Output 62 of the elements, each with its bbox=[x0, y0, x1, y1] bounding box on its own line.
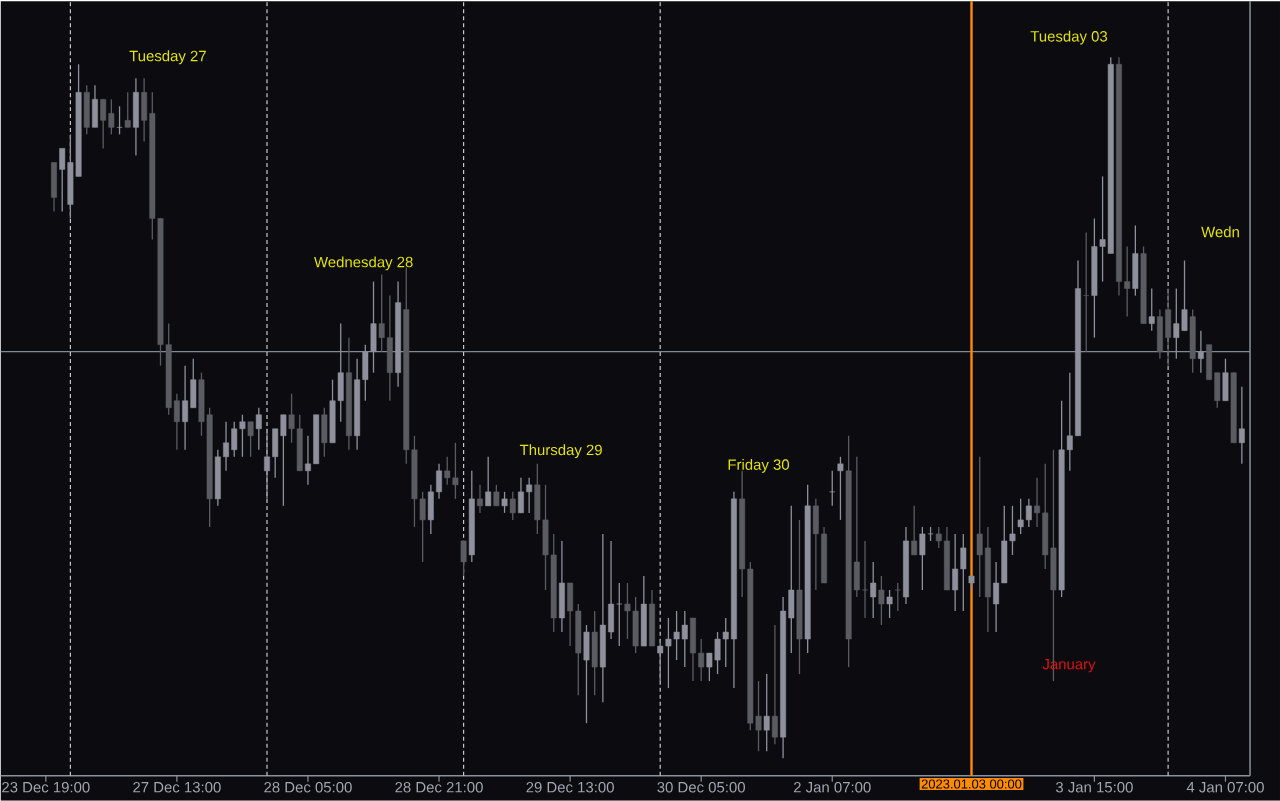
candlestick bbox=[878, 575, 885, 626]
candlestick bbox=[616, 582, 623, 647]
candlestick bbox=[493, 484, 500, 507]
candlestick bbox=[1034, 477, 1040, 528]
candlestick bbox=[1148, 288, 1155, 332]
candlestick bbox=[935, 526, 942, 549]
candlestick bbox=[911, 505, 918, 556]
candlestick bbox=[886, 589, 893, 619]
text: 2023.01.03 00:00 bbox=[921, 779, 1022, 789]
x-tick-label: 23 Dec 19:00 bbox=[2, 782, 90, 793]
x-tick-label: 28 Dec 21:00 bbox=[395, 782, 483, 793]
candlestick bbox=[771, 624, 778, 745]
candlestick bbox=[477, 484, 483, 514]
annotation: January bbox=[1042, 659, 1096, 673]
candlestick bbox=[1083, 231, 1090, 353]
candlestick bbox=[870, 561, 877, 619]
candlestick bbox=[485, 456, 492, 507]
candlestick bbox=[862, 540, 868, 619]
candlestick bbox=[124, 91, 131, 129]
candlestick bbox=[173, 393, 180, 451]
candlestick bbox=[509, 491, 516, 521]
candlestick bbox=[255, 407, 262, 451]
x-tick-label: 28 Dec 05:00 bbox=[264, 782, 352, 793]
candlestick bbox=[1025, 498, 1032, 528]
annotation: Wednesday 28 bbox=[314, 256, 413, 271]
candlestick bbox=[1124, 246, 1131, 318]
candlestick bbox=[1238, 386, 1245, 465]
candlestick bbox=[223, 421, 229, 472]
candlestick bbox=[436, 463, 442, 500]
candlestick bbox=[264, 428, 270, 500]
text: Tuesday 03 bbox=[1030, 30, 1108, 45]
candlestick bbox=[763, 673, 770, 752]
candlestick bbox=[116, 105, 123, 136]
candlestick bbox=[993, 561, 1000, 633]
candlestick bbox=[976, 456, 983, 598]
x-tick-label: 29 Dec 13:00 bbox=[526, 782, 614, 793]
annotation: Wedn bbox=[1201, 226, 1239, 238]
candlestick bbox=[837, 456, 844, 521]
candlestick bbox=[894, 582, 901, 612]
candlestick bbox=[829, 470, 836, 507]
x-tick-label: 30 Dec 05:00 bbox=[657, 782, 745, 793]
candlestick bbox=[952, 533, 959, 612]
candlestick bbox=[960, 533, 967, 612]
candlestick bbox=[182, 365, 189, 451]
x-tick-label: 27 Dec 13:00 bbox=[133, 782, 221, 793]
annotation: Tuesday 27 bbox=[129, 50, 206, 65]
candlestick bbox=[247, 421, 254, 458]
candlestick bbox=[518, 477, 524, 514]
candlestick bbox=[501, 491, 508, 514]
candlestick bbox=[378, 274, 385, 353]
candlestick bbox=[919, 526, 926, 591]
candlestick bbox=[460, 540, 467, 577]
candlestick bbox=[698, 638, 705, 682]
candlestick bbox=[305, 435, 311, 486]
candlestick bbox=[1197, 330, 1204, 374]
annotation: Friday 30 bbox=[728, 459, 790, 474]
annotation: Thursday 29 bbox=[519, 444, 602, 459]
x-tick-label: 2 Jan 07:00 bbox=[793, 782, 871, 793]
x-tick-label: 3 Jan 15:00 bbox=[1055, 782, 1133, 793]
x-tick-label: 4 Jan 07:00 bbox=[1186, 782, 1264, 793]
candlestick bbox=[526, 477, 533, 514]
candlestick bbox=[1017, 498, 1024, 535]
